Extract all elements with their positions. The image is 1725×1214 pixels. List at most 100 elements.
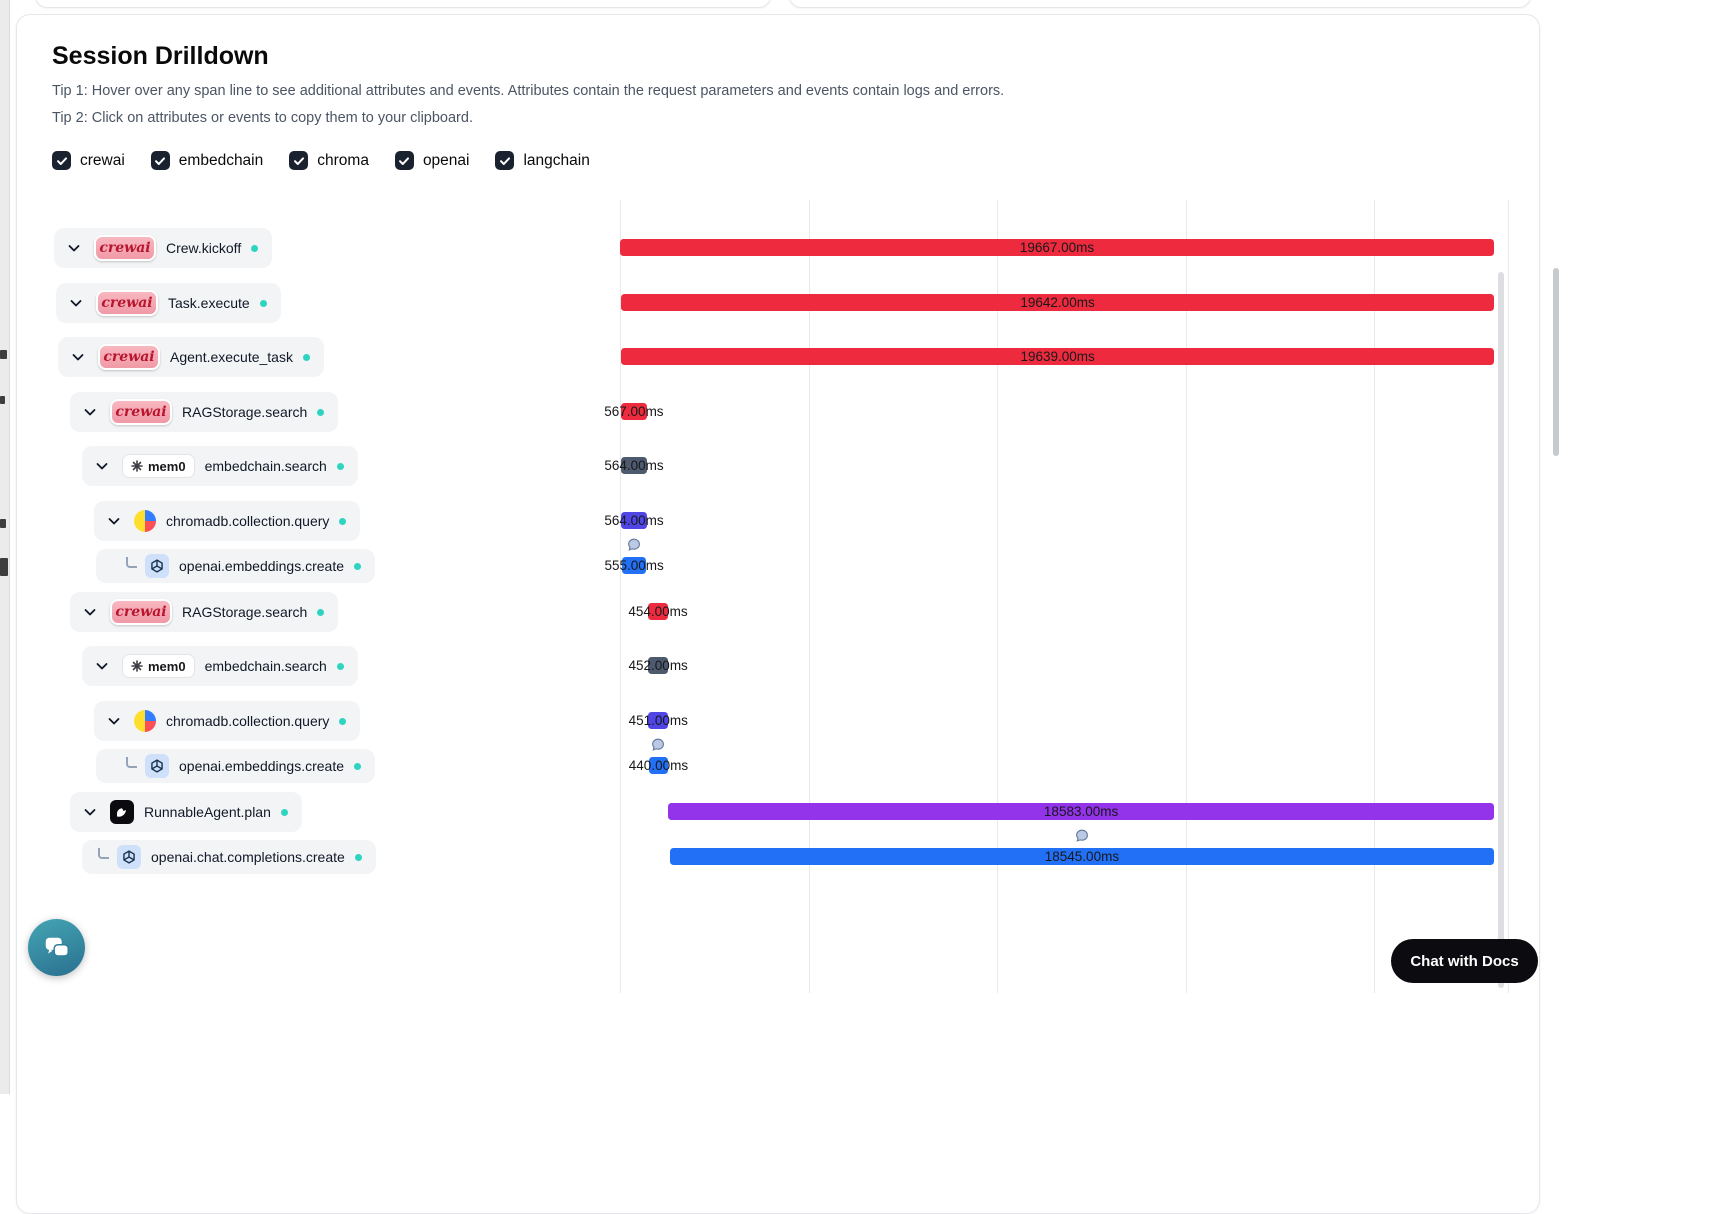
span-bar[interactable]: [620, 239, 1494, 256]
gridline: [1374, 200, 1375, 993]
event-bubble-icon: [1073, 828, 1090, 845]
filter-openai[interactable]: openai: [394, 151, 470, 170]
speech-bubble-icon: [1075, 829, 1088, 842]
chevron-down-icon: [108, 518, 120, 525]
row-expand-toggle[interactable]: [64, 291, 88, 315]
mem0-flower-icon: [131, 660, 143, 672]
openai-logo: [145, 754, 169, 778]
row-expand-toggle[interactable]: [102, 509, 126, 533]
status-dot: [354, 762, 362, 770]
chat-bubbles-icon: [45, 937, 69, 957]
filter-label: openai: [422, 151, 470, 169]
page-scrollbar[interactable]: [1553, 268, 1559, 456]
span-bar[interactable]: [621, 348, 1494, 365]
span-label: Task.execute: [168, 295, 250, 311]
row-expand-toggle[interactable]: [102, 709, 126, 733]
speech-bubble-icon: [652, 738, 665, 751]
row-expand-toggle[interactable]: [78, 400, 102, 424]
span-bar[interactable]: [668, 803, 1494, 820]
tree-connector-icon: [126, 757, 137, 768]
clipped-text-fragment: [0, 396, 5, 404]
span-label: openai.embeddings.create: [179, 758, 345, 774]
chart-scrollbar[interactable]: [1498, 272, 1504, 988]
span-label: Agent.execute_task: [170, 349, 293, 365]
span-bar[interactable]: [648, 712, 669, 729]
trace-row: mem0 embedchain.search: [82, 646, 358, 686]
openai-knot-icon: [151, 559, 163, 573]
row-expand-toggle[interactable]: [62, 236, 86, 260]
span-label: RunnableAgent.plan: [144, 804, 271, 820]
crewai-logo: crewai: [96, 290, 158, 316]
openai-logo: [117, 845, 141, 869]
filter-label: crewai: [80, 151, 125, 169]
row-expand-toggle[interactable]: [90, 454, 114, 478]
span-duration: 18545.00ms: [1044, 849, 1120, 864]
clipped-text-fragment: [0, 558, 8, 576]
openai-knot-icon: [151, 759, 163, 773]
trace-waterfall-chart: crewai Crew.kickoff 19667.00ms crewai Task.e…: [54, 200, 1509, 993]
status-dot: [336, 462, 344, 470]
chat-with-docs-button[interactable]: Chat with Docs: [1391, 939, 1538, 983]
span-bar[interactable]: [621, 457, 647, 474]
gridline: [997, 200, 998, 993]
span-bar[interactable]: [669, 848, 1494, 865]
row-expand-toggle[interactable]: [78, 600, 102, 624]
filter-langchain[interactable]: langchain: [495, 151, 590, 170]
span-duration: 19639.00ms: [1020, 349, 1095, 364]
span-bar[interactable]: [621, 557, 647, 574]
crewai-logo: crewai: [98, 344, 160, 370]
gridline: [620, 200, 621, 993]
filter-embedchain[interactable]: embedchain: [150, 151, 264, 170]
checkbox-checked-icon[interactable]: [394, 151, 414, 170]
crewai-logo: crewai: [94, 235, 156, 261]
status-dot: [251, 244, 259, 252]
clipped-text-fragment: [0, 350, 7, 359]
chevron-down-icon: [96, 463, 108, 470]
chevron-down-icon: [84, 409, 96, 416]
filter-label: embedchain: [178, 151, 264, 169]
span-bar[interactable]: [648, 757, 669, 774]
filter-crewai[interactable]: crewai: [52, 151, 125, 170]
check-icon: [399, 156, 410, 165]
span-bar[interactable]: [621, 294, 1494, 311]
span-bar[interactable]: [621, 512, 647, 529]
row-expand-toggle[interactable]: [66, 345, 90, 369]
span-bar[interactable]: [647, 603, 669, 620]
left-edge-panel: [0, 0, 10, 1094]
status-dot: [317, 608, 325, 616]
span-label: RAGStorage.search: [182, 604, 308, 620]
chat-widget-button[interactable]: [28, 919, 85, 976]
filter-label: langchain: [523, 151, 590, 169]
gridline: [809, 200, 810, 993]
openai-knot-icon: [123, 850, 135, 864]
mem0-logo: mem0: [122, 654, 195, 678]
filter-chroma[interactable]: chroma: [289, 151, 369, 170]
page-title: Session Drilldown: [52, 42, 269, 70]
trace-row: mem0 embedchain.search: [82, 446, 358, 486]
span-bar[interactable]: [648, 657, 669, 674]
checkbox-checked-icon[interactable]: [289, 151, 309, 170]
chevron-down-icon: [108, 718, 120, 725]
mem0-logo-text: mem0: [148, 658, 186, 674]
mem0-logo-text: mem0: [148, 458, 186, 474]
trace-row: crewai Task.execute: [56, 283, 281, 323]
checkbox-checked-icon[interactable]: [495, 151, 515, 170]
status-dot: [259, 299, 267, 307]
chevron-down-icon: [68, 245, 80, 252]
tip-1-text: Tip 1: Hover over any span line to see a…: [52, 83, 1005, 99]
checkbox-checked-icon[interactable]: [150, 151, 170, 170]
tree-connector-icon: [98, 848, 109, 859]
status-dot: [336, 662, 344, 670]
row-expand-toggle[interactable]: [78, 800, 102, 824]
status-dot: [302, 353, 310, 361]
status-dot: [339, 717, 347, 725]
span-duration: 18583.00ms: [1043, 804, 1119, 819]
row-expand-toggle[interactable]: [90, 654, 114, 678]
trace-row: crewai Agent.execute_task: [58, 337, 324, 377]
span-bar[interactable]: [621, 403, 647, 420]
trace-row: crewai RAGStorage.search: [70, 592, 339, 632]
span-label: Crew.kickoff: [166, 240, 242, 256]
tip-2-text: Tip 2: Click on attributes or events to …: [52, 110, 473, 126]
trace-row: crewai RAGStorage.search: [70, 392, 339, 432]
checkbox-checked-icon[interactable]: [52, 151, 71, 170]
